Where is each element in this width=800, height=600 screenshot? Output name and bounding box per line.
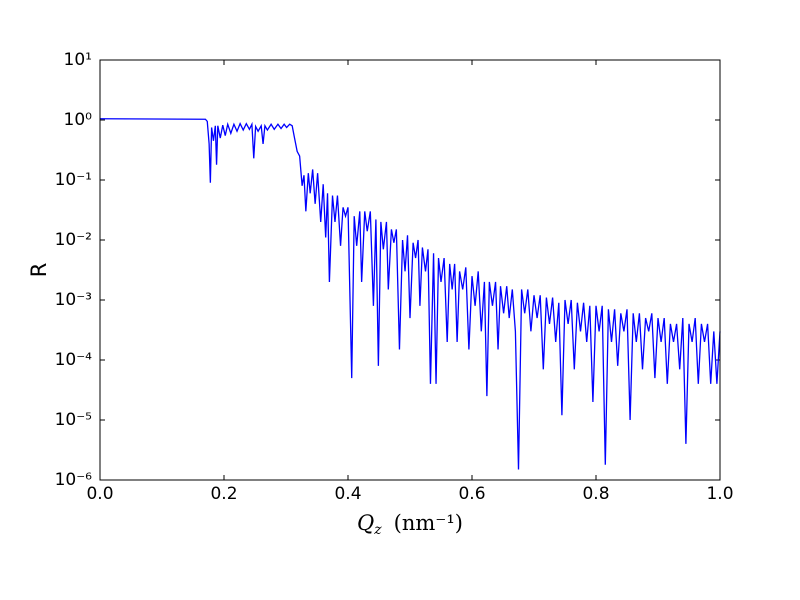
- x-tick-label: 0.6: [458, 484, 485, 504]
- x-label-unit: (nm⁻¹): [394, 511, 463, 535]
- x-label-symbol: Q: [357, 511, 374, 535]
- data-line: [99, 118, 721, 470]
- y-tick-label: 10⁰: [64, 110, 93, 130]
- x-tick-label: 0.0: [86, 484, 113, 504]
- y-tick-label: 10⁻⁵: [55, 410, 92, 430]
- y-tick-label: 10⁻⁴: [55, 350, 93, 370]
- y-tick-label: 10⁻³: [55, 290, 92, 310]
- y-tick-label: 10⁻¹: [55, 170, 92, 190]
- x-label-subscript: z: [373, 522, 382, 538]
- x-axis-label: Qz (nm⁻¹): [357, 511, 463, 539]
- x-tick-label: 0.4: [334, 484, 361, 504]
- x-tick-label: 0.2: [210, 484, 237, 504]
- x-tick-label: 0.8: [582, 484, 609, 504]
- y-axis-label: R: [27, 263, 51, 278]
- y-tick-label: 10¹: [64, 50, 92, 70]
- plot-frame: [99, 59, 721, 481]
- y-tick-label: 10⁻²: [55, 230, 92, 250]
- x-tick-label: 1.0: [706, 484, 733, 504]
- y-tick-label: 10⁻⁶: [55, 470, 93, 490]
